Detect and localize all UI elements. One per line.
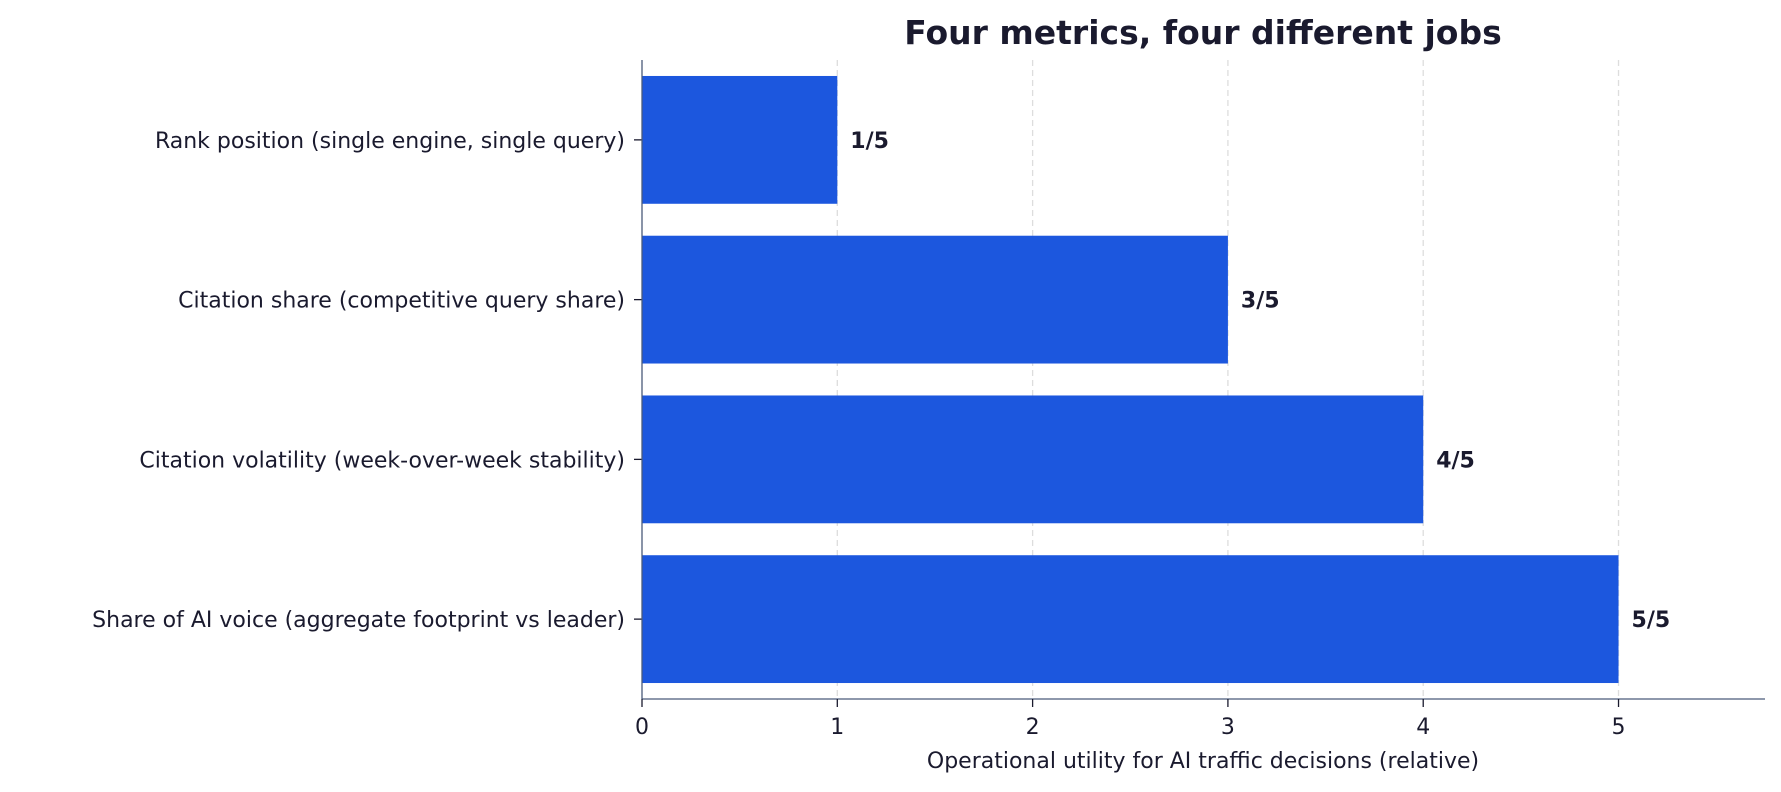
data-label-3: 4/5: [1436, 448, 1475, 473]
category-label-3: Citation volatility (week-over-week stab…: [139, 448, 625, 473]
category-label-2: Citation share (competitive query share): [178, 289, 625, 314]
x-axis-label: Operational utility for AI traffic decis…: [927, 749, 1479, 774]
label-layer: 1/5 Rank position (single engine, single …: [92, 129, 1670, 740]
data-label-4: 5/5: [1632, 608, 1671, 633]
bar-4: [642, 555, 1619, 684]
x-tick-label-0: 0: [635, 715, 649, 740]
axis-layer: [634, 60, 1765, 707]
bar-2: [642, 235, 1228, 364]
chart-title: Four metrics, four different jobs: [904, 13, 1501, 52]
category-label-4: Share of AI voice (aggregate footprint v…: [92, 608, 625, 633]
data-label-2: 3/5: [1241, 289, 1280, 314]
x-tick-label-5: 5: [1612, 715, 1626, 740]
bar-1: [642, 75, 838, 204]
category-label-1: Rank position (single engine, single que…: [155, 129, 625, 154]
bar-3: [642, 395, 1424, 524]
x-tick-label-2: 2: [1026, 715, 1040, 740]
x-tick-label-3: 3: [1221, 715, 1235, 740]
x-tick-label-1: 1: [830, 715, 844, 740]
bar-layer: [642, 75, 1619, 684]
x-tick-label-4: 4: [1416, 715, 1430, 740]
data-label-1: 1/5: [850, 129, 889, 154]
